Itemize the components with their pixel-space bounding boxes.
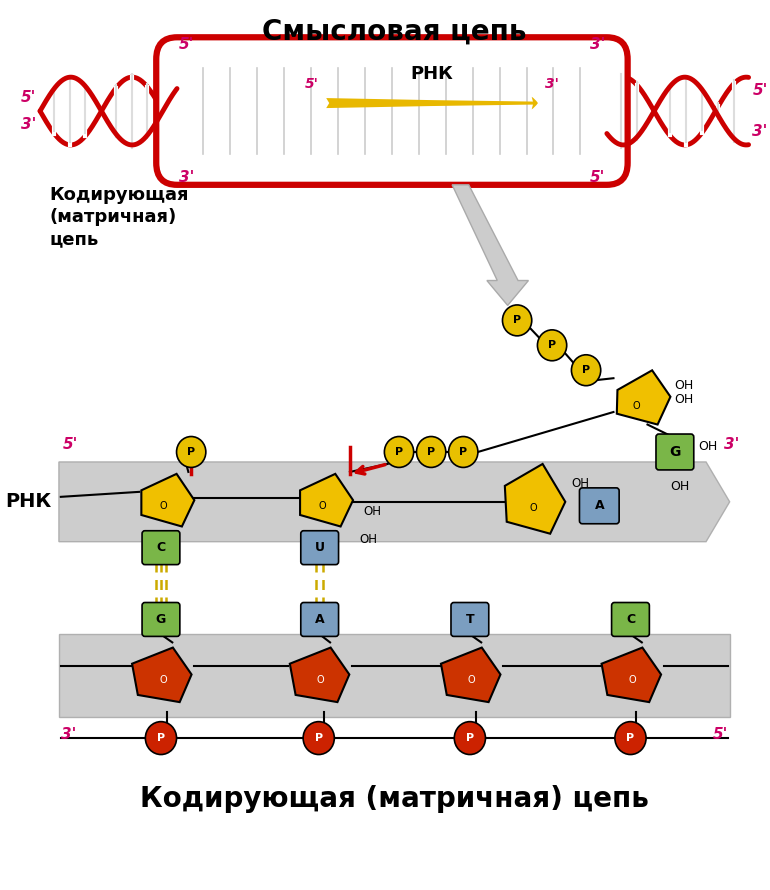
Text: 3': 3': [545, 77, 559, 91]
Text: 5': 5': [590, 170, 605, 185]
Text: 3': 3': [21, 117, 36, 132]
Polygon shape: [59, 462, 730, 542]
Polygon shape: [441, 648, 501, 702]
Text: P: P: [466, 733, 474, 743]
Polygon shape: [132, 648, 192, 702]
Text: 5': 5': [305, 77, 319, 91]
Text: O: O: [319, 501, 326, 511]
Text: РНК: РНК: [410, 65, 454, 83]
Polygon shape: [601, 648, 661, 702]
Text: A: A: [594, 499, 604, 513]
Text: P: P: [427, 447, 435, 457]
Bar: [59, 635, 730, 717]
Circle shape: [615, 722, 646, 755]
Text: HO: HO: [146, 539, 164, 553]
Text: OH: OH: [363, 506, 381, 518]
Text: OH: OH: [698, 441, 718, 454]
Circle shape: [146, 722, 176, 755]
Text: O: O: [159, 676, 166, 685]
Text: 5': 5': [179, 37, 194, 53]
Text: G: G: [156, 613, 166, 626]
Text: OH: OH: [360, 533, 377, 546]
Text: P: P: [395, 447, 403, 457]
Text: 3': 3': [179, 170, 194, 185]
FancyBboxPatch shape: [580, 488, 619, 523]
Text: OH: OH: [670, 481, 689, 493]
Text: U: U: [315, 541, 325, 554]
Text: Кодирующая
(матричная)
цепь: Кодирующая (матричная) цепь: [49, 186, 189, 248]
Text: G: G: [669, 445, 681, 459]
Text: C: C: [626, 613, 635, 626]
Text: 3': 3': [724, 437, 739, 452]
FancyBboxPatch shape: [301, 530, 339, 564]
Text: O: O: [468, 676, 476, 685]
Polygon shape: [617, 370, 671, 425]
Text: A: A: [315, 613, 324, 626]
Circle shape: [449, 436, 478, 467]
FancyBboxPatch shape: [301, 603, 339, 636]
Circle shape: [417, 436, 446, 467]
Text: P: P: [627, 733, 634, 743]
Circle shape: [537, 330, 567, 360]
Text: P: P: [513, 315, 521, 326]
Text: OH: OH: [675, 393, 694, 406]
Text: 5': 5': [752, 84, 768, 99]
Text: 5': 5': [21, 90, 36, 105]
Text: P: P: [459, 447, 467, 457]
Circle shape: [454, 722, 485, 755]
Text: O: O: [160, 501, 168, 511]
Text: P: P: [582, 365, 590, 376]
Text: OH: OH: [675, 379, 694, 392]
Text: OH: OH: [571, 477, 589, 490]
Text: O: O: [628, 676, 636, 685]
Text: P: P: [157, 733, 165, 743]
Text: 3': 3': [752, 124, 768, 139]
Circle shape: [303, 722, 334, 755]
Text: 3': 3': [61, 727, 76, 742]
Text: O: O: [529, 503, 537, 513]
Polygon shape: [505, 464, 565, 534]
Text: Кодирующая (матричная) цепь: Кодирующая (матричная) цепь: [140, 785, 649, 813]
FancyBboxPatch shape: [656, 434, 694, 470]
FancyBboxPatch shape: [156, 37, 628, 185]
Circle shape: [503, 305, 532, 336]
Text: 5': 5': [712, 727, 728, 742]
Text: 3': 3': [590, 37, 605, 53]
Text: P: P: [187, 447, 196, 457]
Polygon shape: [142, 473, 194, 527]
Text: 5': 5': [62, 437, 78, 452]
Text: C: C: [156, 541, 166, 554]
Text: РНК: РНК: [5, 492, 52, 512]
Text: P: P: [548, 340, 556, 351]
Circle shape: [384, 436, 413, 467]
Polygon shape: [290, 648, 350, 702]
Text: O: O: [632, 401, 640, 411]
FancyBboxPatch shape: [142, 603, 180, 636]
FancyBboxPatch shape: [611, 603, 649, 636]
FancyBboxPatch shape: [451, 603, 489, 636]
Polygon shape: [452, 185, 528, 305]
Text: T: T: [466, 613, 474, 626]
Polygon shape: [300, 473, 353, 527]
Text: P: P: [315, 733, 323, 743]
Circle shape: [571, 355, 601, 385]
FancyBboxPatch shape: [142, 530, 180, 564]
Text: Смысловая цепь: Смысловая цепь: [262, 17, 527, 45]
Circle shape: [176, 436, 206, 467]
Text: O: O: [316, 676, 324, 685]
